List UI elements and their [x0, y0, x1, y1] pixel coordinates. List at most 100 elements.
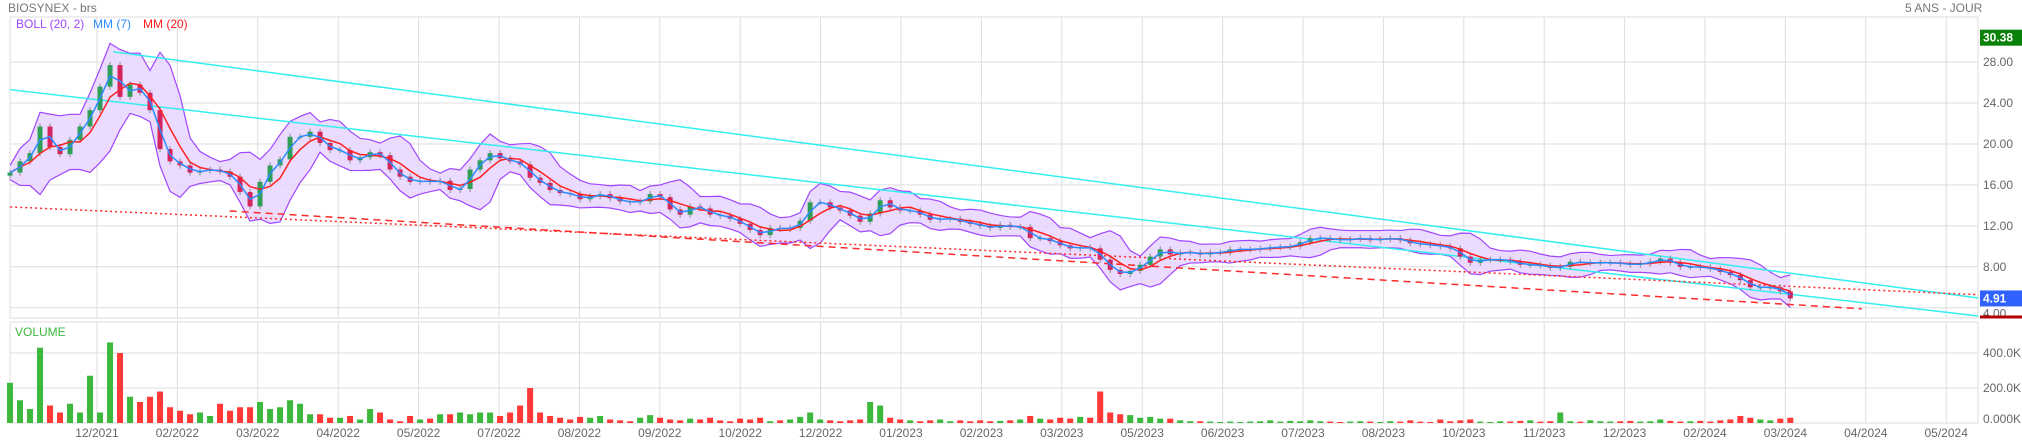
volume-bar [857, 419, 864, 423]
volume-bar [1427, 421, 1434, 423]
volume-bar [237, 407, 244, 423]
volume-bar [1477, 421, 1484, 423]
volume-bar [597, 415, 604, 423]
volume-tick-label: 200.0K [1983, 381, 2021, 395]
volume-bar [1027, 415, 1034, 423]
volume-bar [1097, 391, 1104, 423]
volume-bar [667, 419, 674, 423]
volume-bar [1407, 420, 1414, 423]
volume-bar [1747, 417, 1754, 423]
volume-bar [437, 414, 444, 423]
volume-bar [1707, 421, 1714, 423]
volume-bar [897, 419, 904, 423]
volume-bar [117, 352, 124, 423]
volume-bar [1237, 421, 1244, 423]
volume-bar [717, 420, 724, 423]
volume-bar [567, 419, 574, 423]
volume-bar [867, 401, 874, 423]
x-tick-label: 08/2022 [558, 426, 602, 440]
volume-bar [1277, 421, 1284, 423]
volume-bar [27, 408, 34, 423]
volume-bar [77, 412, 84, 423]
volume-bar [977, 420, 984, 423]
x-tick-label: 07/2022 [477, 426, 521, 440]
volume-bar [847, 420, 854, 423]
x-tick-label: 01/2023 [879, 426, 923, 440]
x-tick-label: 02/2024 [1683, 426, 1727, 440]
volume-bar [1127, 415, 1134, 423]
volume-bar [147, 396, 154, 423]
volume-bar [1557, 412, 1564, 423]
volume-bar [617, 420, 624, 423]
volume-bar [607, 419, 614, 423]
volume-bar [527, 387, 534, 423]
volume-bar [1397, 421, 1404, 423]
volume-bar [447, 414, 454, 423]
volume-bar [1037, 418, 1044, 423]
volume-bar [687, 418, 694, 423]
volume-bar [137, 401, 144, 423]
volume-bar [1587, 420, 1594, 423]
volume-bar [187, 414, 194, 423]
volume-bar [1207, 421, 1214, 423]
x-tick-label: 10/2023 [1442, 426, 1486, 440]
bollinger-fill [10, 43, 1791, 308]
volume-bar [1457, 420, 1464, 423]
y-tick-label: 12.00 [1983, 219, 2013, 233]
volume-bar [547, 415, 554, 423]
volume-bar [497, 415, 504, 423]
x-tick-label: 05/2023 [1121, 426, 1165, 440]
legend-mm7[interactable]: MM (7) [93, 17, 131, 31]
volume-bar [987, 421, 994, 423]
volume-bar [1377, 421, 1384, 423]
y-tick-label: 8.00 [1983, 260, 2007, 274]
volume-bar [507, 412, 514, 423]
volume-bar [207, 415, 214, 423]
volume-bar [1117, 414, 1124, 423]
trendlines [10, 51, 1979, 317]
volume-bar [1647, 421, 1654, 423]
volume-bar [1087, 417, 1094, 423]
volume-bar [247, 407, 254, 423]
volume-bar [157, 391, 164, 423]
volume-bar [467, 414, 474, 423]
x-tick-label: 05/2022 [397, 426, 441, 440]
trendline-support-dashed [229, 210, 1862, 310]
volume-bar [1787, 417, 1794, 423]
volume-bar [577, 416, 584, 423]
volume-bar [727, 421, 734, 423]
price-panel-frame [9, 16, 1979, 319]
volume-bar [1497, 421, 1504, 423]
volume-bar [677, 420, 684, 423]
volume-bar [777, 420, 784, 423]
volume-bar [627, 421, 634, 423]
volume-bar [287, 400, 294, 423]
volume-bar [167, 407, 174, 423]
volume-bar [227, 410, 234, 423]
volume-bar [837, 421, 844, 423]
volume-bar [587, 417, 594, 423]
volume-bar [487, 412, 494, 423]
volume-bar [1737, 415, 1744, 423]
volume-bar [947, 421, 954, 423]
volume-bar [107, 342, 114, 423]
volume-bar [1767, 420, 1774, 423]
period-selector[interactable]: 5 ANS - JOUR [1905, 1, 1983, 15]
volume-bars [7, 342, 1794, 423]
volume-bar [1187, 421, 1194, 423]
volume-bar [1577, 421, 1584, 423]
volume-bar [257, 401, 264, 423]
x-tick-label: 11/2023 [1523, 426, 1566, 440]
volume-bar [1177, 420, 1184, 423]
volume-bar [997, 420, 1004, 423]
volume-bar [657, 417, 664, 423]
y-tick-label: 28.00 [1983, 55, 2013, 69]
x-tick-label: 03/2022 [236, 426, 280, 440]
last-price-text: 4.91 [1983, 291, 2007, 305]
legend-mm20[interactable]: MM (20) [143, 17, 188, 31]
volume-bar [1637, 421, 1644, 423]
legend-boll[interactable]: BOLL (20, 2) [16, 17, 85, 31]
volume-bar [1677, 421, 1684, 423]
volume-bar [1597, 421, 1604, 423]
volume-bar [1527, 420, 1534, 423]
